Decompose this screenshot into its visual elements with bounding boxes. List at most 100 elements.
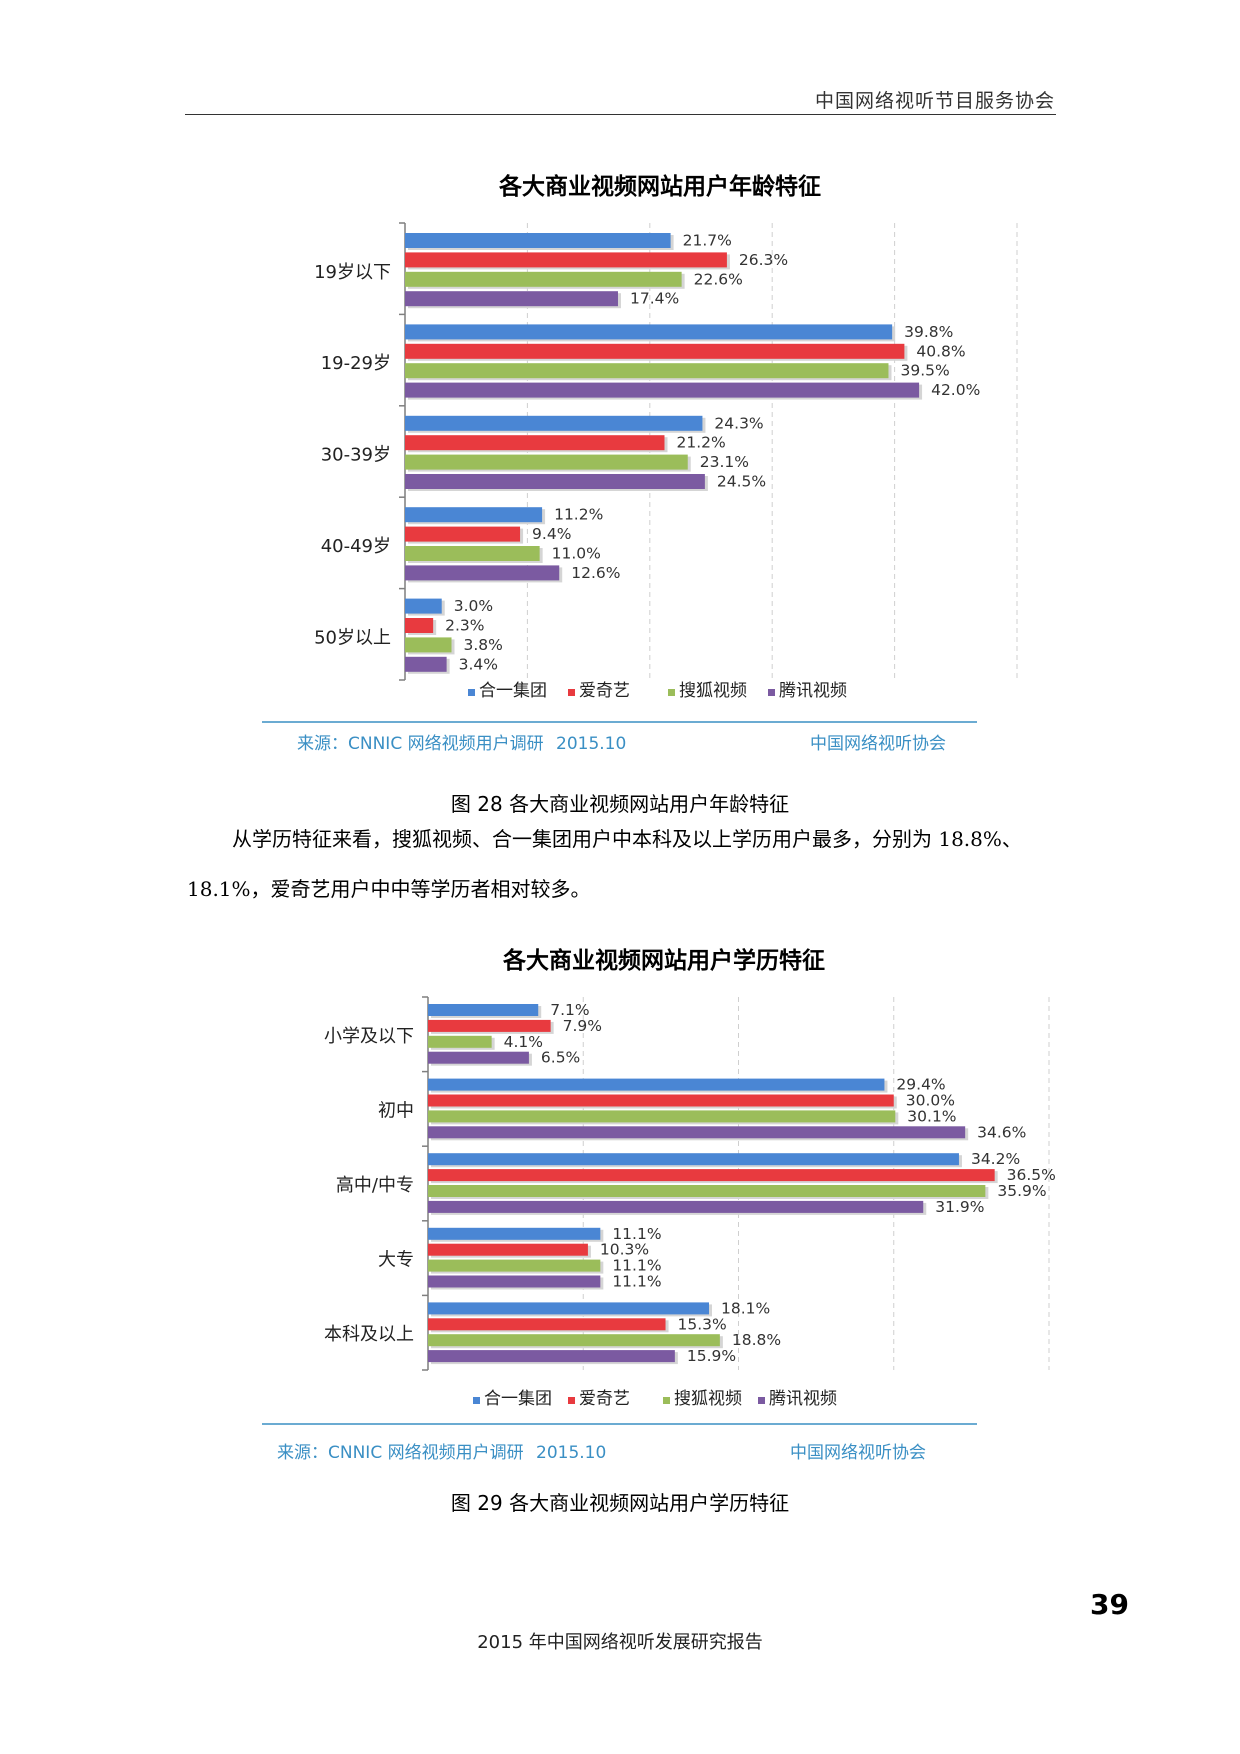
age-chart-value-label: 11.0% — [552, 545, 601, 563]
education-chart-value-label: 10.3% — [600, 1241, 649, 1259]
age-chart-value-label: 17.4% — [630, 290, 679, 308]
education-chart-value-label: 15.3% — [678, 1315, 727, 1333]
age-chart-value-label: 3.8% — [464, 636, 503, 654]
age-chart-bar-19-29岁-合一集团 — [405, 324, 893, 340]
education-chart-legend-label-合一集团: 合一集团 — [484, 1389, 552, 1409]
education-chart-legend-label-腾讯视频: 腾讯视频 — [769, 1389, 837, 1409]
age-chart-legend-label-合一集团: 合一集团 — [479, 681, 547, 701]
age-chart-category-label-19-29岁: 19-29岁 — [321, 353, 391, 374]
body-text-line-1: 从学历特征来看，搜狐视频、合一集团用户中本科及以上学历用户最多，分别为 18.8… — [232, 827, 1022, 851]
age-chart-bar-19岁以下-搜狐视频 — [405, 271, 682, 287]
age-chart-value-label: 11.2% — [554, 506, 603, 524]
age-chart-value-label: 21.7% — [683, 232, 732, 250]
age-chart-value-label: 9.4% — [532, 525, 571, 543]
age-chart-legend-label-爱奇艺: 爱奇艺 — [579, 681, 630, 701]
age-chart-bar-19岁以下-合一集团 — [405, 233, 671, 248]
age-chart-bar-40-49岁-爱奇艺 — [405, 526, 521, 542]
age-chart-bar-50岁以上-爱奇艺 — [405, 618, 434, 633]
age-chart-source-label: 来源：CNNIC 网络视频用户调研 — [297, 734, 544, 754]
age-chart-bar-30-39岁-爱奇艺 — [405, 435, 665, 451]
age-chart-title: 各大商业视频网站用户年龄特征 — [498, 173, 821, 200]
education-chart-title: 各大商业视频网站用户学历特征 — [502, 947, 825, 974]
age-chart-value-label: 23.1% — [700, 453, 749, 471]
body-text-line-2: 18.1%，爱奇艺用户中中等学历者相对较多。 — [187, 877, 591, 901]
education-chart-bar-本科及以上-爱奇艺 — [428, 1318, 666, 1331]
education-chart-legend-label-爱奇艺: 爱奇艺 — [579, 1389, 630, 1409]
age-chart-bar-30-39岁-搜狐视频 — [405, 454, 688, 470]
education-chart-bar-高中-中专-合一集团 — [428, 1153, 959, 1166]
education-chart-bar-本科及以上-搜狐视频 — [428, 1334, 720, 1347]
age-chart-bar-19岁以下-腾讯视频 — [405, 291, 618, 307]
age-chart-bar-40-49岁-搜狐视频 — [405, 546, 540, 561]
education-chart-legend-swatch-搜狐视频 — [663, 1397, 670, 1404]
age-chart-value-label: 3.4% — [459, 655, 498, 673]
age-chart-value-label: 22.6% — [694, 270, 743, 288]
age-chart-legend-swatch-爱奇艺 — [568, 689, 575, 696]
age-chart-bar-40-49岁-腾讯视频 — [405, 565, 560, 581]
education-chart-value-label: 35.9% — [997, 1182, 1046, 1200]
age-chart-value-label: 39.5% — [900, 362, 949, 380]
education-chart-category-label-初中: 初中 — [378, 1100, 414, 1121]
education-chart-source-label: 来源：CNNIC 网络视频用户调研 — [277, 1443, 524, 1463]
education-chart-bar-初中-爱奇艺 — [428, 1094, 894, 1107]
age-chart-category-label-50岁以上: 50岁以上 — [314, 627, 391, 648]
education-chart-value-label: 7.9% — [563, 1017, 602, 1035]
education-chart-bar-小学及以下-腾讯视频 — [428, 1051, 529, 1064]
education-chart-value-label: 6.5% — [541, 1049, 580, 1067]
education-chart-bar-大专-合一集团 — [428, 1227, 601, 1240]
education-chart-value-label: 18.1% — [721, 1299, 770, 1317]
age-chart: 各大商业视频网站用户年龄特征 19岁以下 21.7% 26.3%22.6% 17.4% 1… — [262, 173, 1018, 754]
education-chart-category-label-本科及以上: 本科及以上 — [324, 1324, 414, 1345]
education-chart-value-label: 11.1% — [612, 1273, 661, 1291]
education-chart-category-label-小学及以下: 小学及以下 — [324, 1026, 414, 1047]
age-chart-bar-50岁以上-搜狐视频 — [405, 637, 452, 653]
age-chart-category-label-40-49岁: 40-49岁 — [321, 536, 391, 557]
education-chart-bar-小学及以下-搜狐视频 — [428, 1035, 492, 1048]
figure-28-caption: 图 28 各大商业视频网站用户年龄特征 — [450, 792, 790, 816]
education-chart-source-org: 中国网络视听协会 — [790, 1443, 926, 1463]
age-chart-legend-label-腾讯视频: 腾讯视频 — [779, 681, 847, 701]
age-chart-category-label-19岁以下: 19岁以下 — [314, 262, 391, 283]
figure-29-caption: 图 29 各大商业视频网站用户学历特征 — [450, 1491, 790, 1515]
age-chart-bar-19-29岁-爱奇艺 — [405, 343, 905, 359]
age-chart-bar-50岁以上-腾讯视频 — [405, 656, 447, 672]
age-chart-source-org: 中国网络视听协会 — [810, 734, 946, 754]
education-chart-value-label: 31.9% — [935, 1198, 984, 1216]
education-chart-value-label: 34.6% — [977, 1123, 1026, 1141]
education-chart-bar-小学及以下-合一集团 — [428, 1004, 539, 1016]
header-rule — [185, 114, 1056, 115]
age-chart-value-label: 39.8% — [904, 323, 953, 341]
education-chart-bar-大专-腾讯视频 — [428, 1275, 601, 1288]
education-chart-bar-大专-搜狐视频 — [428, 1259, 601, 1272]
age-chart-bar-50岁以上-合一集团 — [405, 598, 442, 614]
age-chart-bar-30-39岁-合一集团 — [405, 415, 703, 431]
education-chart-legend-swatch-合一集团 — [473, 1397, 480, 1404]
age-chart-legend-swatch-合一集团 — [468, 689, 475, 696]
education-chart-value-label: 34.2% — [971, 1150, 1020, 1168]
education-chart-source-date: 2015.10 — [536, 1443, 606, 1463]
education-chart-value-label: 11.1% — [612, 1225, 661, 1243]
age-chart-bar-40-49岁-合一集团 — [405, 507, 543, 523]
education-chart-bar-初中-搜狐视频 — [428, 1110, 896, 1123]
education-chart-bar-高中-中专-搜狐视频 — [428, 1185, 986, 1197]
age-chart-legend-swatch-搜狐视频 — [668, 689, 675, 696]
education-chart-value-label: 11.1% — [612, 1257, 661, 1275]
age-chart-source-date: 2015.10 — [556, 734, 626, 754]
education-chart-category-label-高中-中专: 高中/中专 — [336, 1175, 414, 1196]
education-chart-bar-高中-中专-腾讯视频 — [428, 1200, 924, 1213]
education-chart-value-label: 15.9% — [687, 1347, 736, 1365]
age-chart-value-label: 26.3% — [739, 251, 788, 269]
age-chart-legend-swatch-腾讯视频 — [768, 689, 775, 696]
education-chart-bar-初中-腾讯视频 — [428, 1126, 966, 1139]
age-chart-bar-19岁以下-爱奇艺 — [405, 252, 727, 268]
age-chart-bar-19-29岁-搜狐视频 — [405, 363, 889, 379]
education-chart-legend-label-搜狐视频: 搜狐视频 — [674, 1389, 742, 1409]
education-chart-bar-小学及以下-爱奇艺 — [428, 1019, 551, 1032]
education-chart-value-label: 4.1% — [504, 1033, 543, 1051]
age-chart-value-label: 21.2% — [676, 434, 725, 452]
education-chart-legend-swatch-腾讯视频 — [758, 1397, 765, 1404]
education-chart-bar-高中-中专-爱奇艺 — [428, 1169, 995, 1182]
education-chart-bar-大专-爱奇艺 — [428, 1243, 588, 1256]
age-chart-value-label: 24.3% — [714, 414, 763, 432]
